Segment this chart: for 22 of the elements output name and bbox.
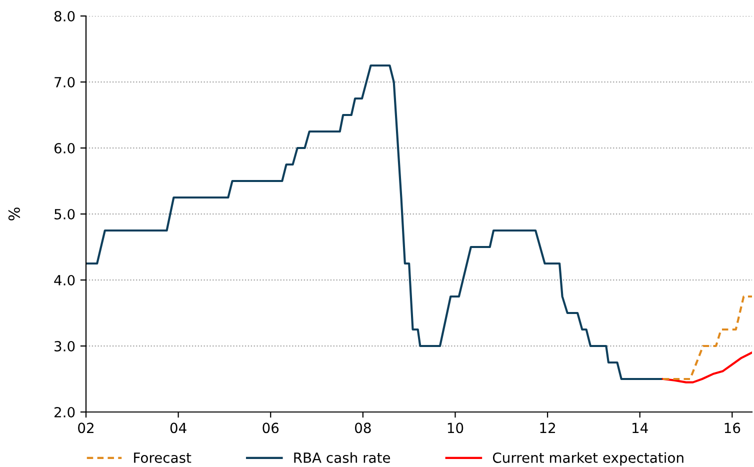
x-tick-label: 14 (632, 422, 648, 433)
line-series (86, 64, 664, 380)
x-tick-label: 12 (540, 422, 555, 433)
x-tick-label: 04 (170, 422, 186, 434)
y-tick-label: 3.0 (54, 340, 75, 352)
line-series (662, 295, 752, 380)
y-tick-label: 8.0 (54, 10, 75, 22)
legend-label: Current market expectation (492, 452, 684, 466)
x-tick-label: 08 (355, 422, 371, 434)
legend-label: RBA cash rate (294, 452, 390, 463)
line-series (662, 352, 752, 384)
x-tick-label: 16 (724, 422, 740, 434)
y-tick-label: 2.0 (54, 406, 75, 418)
legend-label: Forecast (134, 452, 192, 463)
x-tick-label: 06 (262, 422, 279, 434)
y-tick-label: 7.0 (54, 76, 75, 88)
x-tick-label: 02 (78, 422, 94, 434)
y-tick-label: 6.0 (54, 142, 75, 154)
y-tick-label: 4.0 (54, 274, 75, 286)
x-tick-label: 10 (448, 422, 464, 434)
y-axis-title: % (8, 208, 20, 220)
y-tick-label: 5.0 (54, 208, 75, 220)
